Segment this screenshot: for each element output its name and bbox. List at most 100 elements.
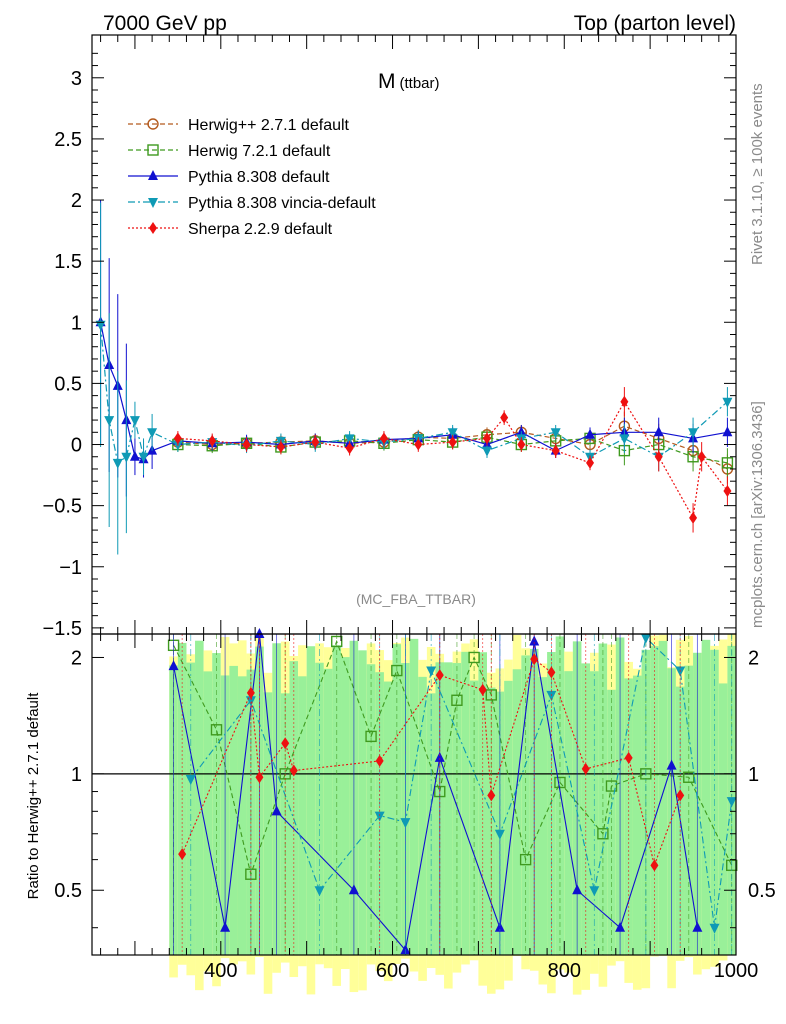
ratio-band-green <box>632 675 642 955</box>
main-point <box>722 426 733 437</box>
main-y-tick-label: 1 <box>71 312 82 334</box>
main-point <box>242 438 251 451</box>
ratio-point <box>487 789 496 802</box>
ratio-band-green <box>280 693 290 955</box>
ratio-point <box>468 651 480 664</box>
main-point <box>345 442 354 455</box>
ratio-band-green <box>598 643 608 955</box>
ratio-point <box>168 660 179 671</box>
ratio-point <box>676 789 685 802</box>
main-point <box>551 444 560 457</box>
main-point <box>517 438 526 451</box>
plot-title: M (ttbar) <box>378 70 440 93</box>
x-tick-label: 1000 <box>714 960 759 982</box>
ratio-y-tick-label-left: 1 <box>71 764 82 786</box>
legend-label: Pythia 8.308 vincia-default <box>188 195 376 212</box>
legend-label: Sherpa 2.2.9 default <box>188 221 333 238</box>
main-point <box>414 438 423 451</box>
ratio-point <box>365 730 377 743</box>
main-y-tick-label: 2 <box>71 190 82 212</box>
main-point <box>697 450 706 463</box>
axis-ticks: −1.5 −1 −0.5 0 0.5 1 1.5 2 2.5 3 400 600 800 1000 0.5 0… <box>43 35 776 982</box>
ratio-band-green <box>229 665 238 955</box>
main-y-tick-label: 3 <box>71 68 82 90</box>
ratio-band-green <box>512 669 522 955</box>
main-point <box>723 484 732 497</box>
ratio-point <box>494 921 505 932</box>
ratio-point <box>246 686 255 699</box>
plot-title-main: M <box>378 70 396 93</box>
main-point <box>276 440 285 453</box>
main-y-tick-label: −1 <box>59 557 82 579</box>
main-point <box>311 436 320 449</box>
ratio-band-green <box>452 663 462 955</box>
ratio-frame <box>91 633 737 956</box>
ratio-point <box>331 635 343 648</box>
legend-marker <box>147 144 159 156</box>
ratio-band-green <box>564 671 573 955</box>
main-point <box>121 452 132 463</box>
ratio-band-green <box>418 676 427 955</box>
ratio-band-green <box>358 650 367 955</box>
ratio-band-green <box>701 639 711 955</box>
main-point <box>585 428 596 439</box>
ratio-point <box>210 724 223 736</box>
main-y-tick-label: 0 <box>71 435 82 457</box>
ratio-point <box>605 780 618 792</box>
ratio-point <box>478 683 487 696</box>
main-point <box>447 428 458 439</box>
main-point <box>721 457 734 469</box>
ratio-point <box>178 848 187 861</box>
ratio-band-green <box>469 680 479 955</box>
main-point <box>448 436 457 449</box>
ratio-point <box>185 774 196 785</box>
legend-marker <box>147 118 159 130</box>
ratio-point <box>435 669 444 682</box>
ratio-point <box>451 694 463 706</box>
analysis-tag: (MC_FBA_TTBAR) <box>356 591 476 607</box>
ratio-band-green <box>298 676 307 955</box>
legend-label: Herwig 7.2.1 default <box>188 143 331 160</box>
ratio-series-group <box>167 628 738 955</box>
ratio-band-green <box>461 651 470 955</box>
legend-label: Pythia 8.308 default <box>188 169 330 186</box>
ratio-point <box>289 764 298 777</box>
main-point <box>620 395 629 408</box>
ratio-band-green <box>186 662 196 955</box>
ratio-point <box>597 828 609 840</box>
ratio-point <box>589 886 600 897</box>
ratio-band-green <box>203 671 213 955</box>
main-series-group <box>95 200 734 555</box>
header-right: Top (parton level) <box>574 12 736 35</box>
ratio-point <box>348 884 359 895</box>
plot-title-sub: (ttbar) <box>400 75 440 92</box>
legend: Herwig++ 2.7.1 default Herwig 7.2.1 defau… <box>128 117 376 238</box>
x-tick-label: 600 <box>376 960 409 982</box>
ratio-point <box>281 737 290 750</box>
ratio-y-label: Ratio to Herwig++ 2.7.1 default <box>25 692 42 900</box>
ratio-y-tick-label-left: 2 <box>71 647 82 669</box>
main-point <box>138 452 149 463</box>
ratio-band-green <box>718 683 728 955</box>
main-point <box>112 458 123 469</box>
main-y-tick-label: −1.5 <box>43 618 82 640</box>
ratio-point <box>726 797 737 808</box>
ratio-point <box>426 666 437 677</box>
ratio-band-green <box>237 676 247 955</box>
ratio-y-tick-label-right: 0.5 <box>748 880 776 902</box>
ratio-point <box>391 664 403 677</box>
main-point <box>654 450 663 463</box>
main-y-tick-label: 1.5 <box>54 251 82 273</box>
ratio-band-green <box>332 645 342 955</box>
x-tick-label: 400 <box>204 960 237 982</box>
legend-marker <box>148 170 158 180</box>
ratio-point <box>314 886 325 897</box>
main-line-2 <box>99 322 728 460</box>
header-left: 7000 GeV pp <box>103 12 227 35</box>
main-point <box>482 432 491 445</box>
main-point <box>95 320 106 331</box>
ratio-point <box>254 628 265 638</box>
main-point <box>173 432 182 445</box>
ratio-band-green <box>504 680 513 955</box>
